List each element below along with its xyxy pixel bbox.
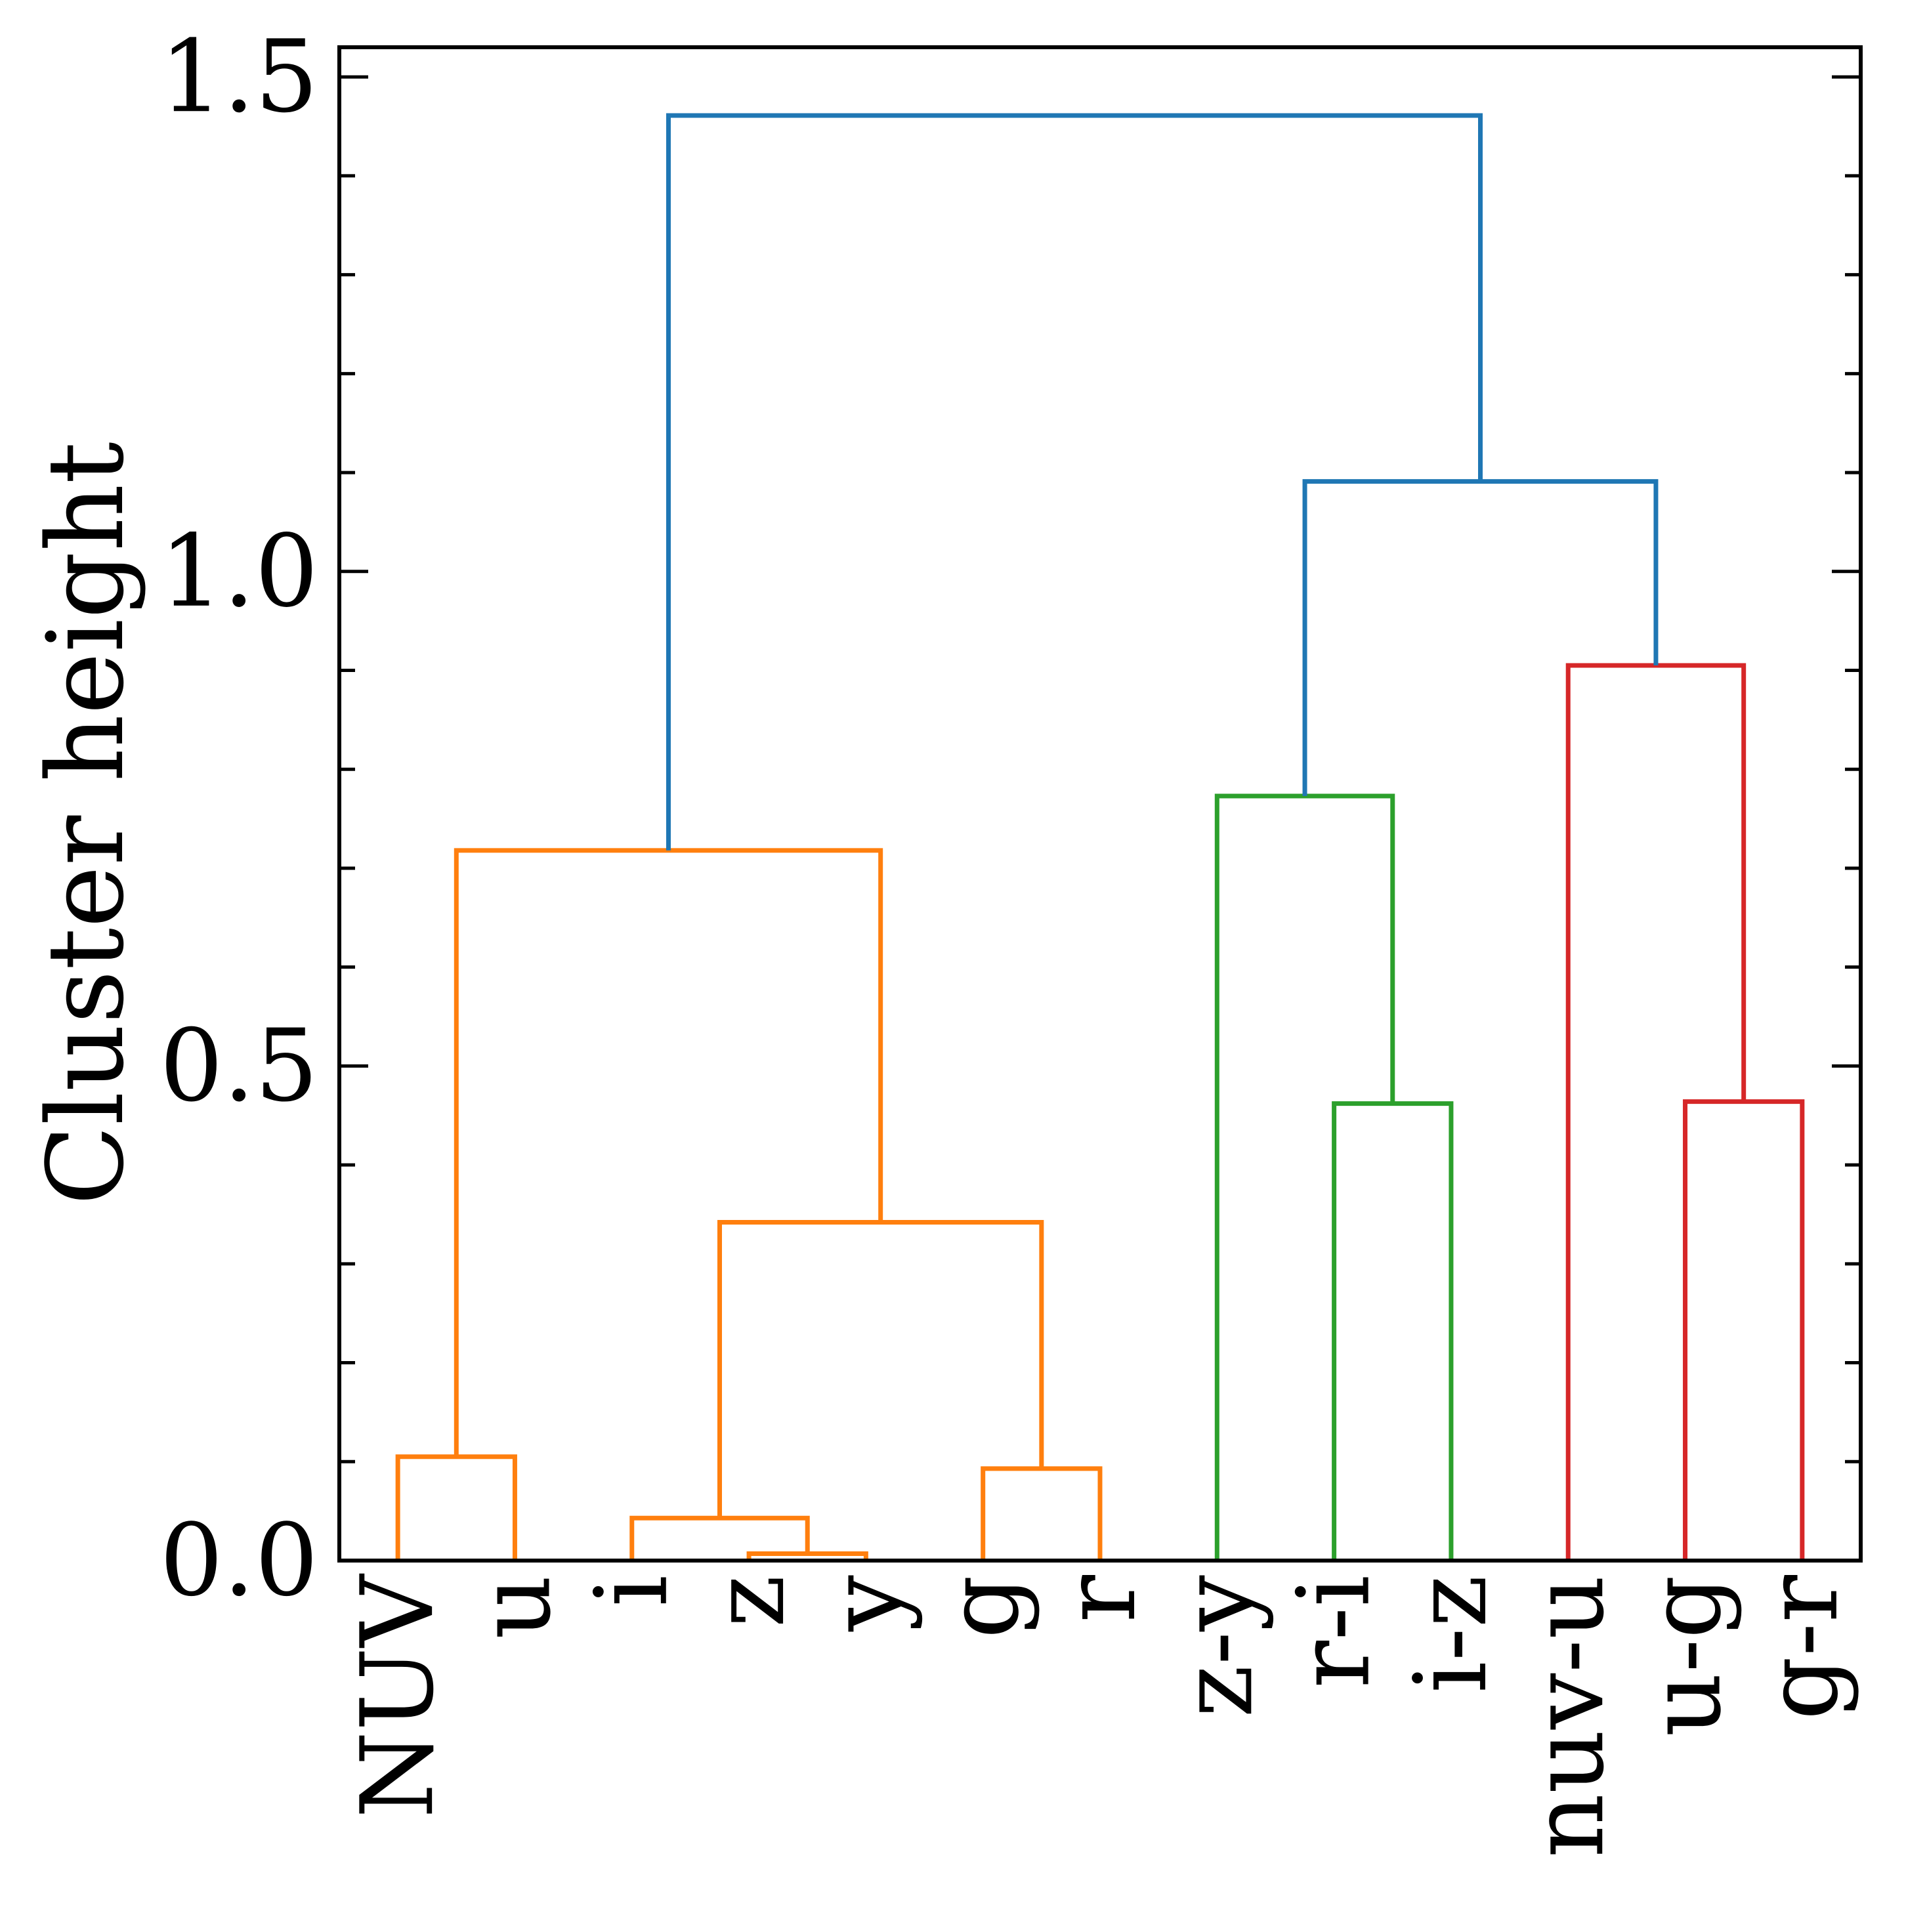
x-tick-label: y	[807, 1575, 923, 1632]
dendrogram-link-m8	[1214, 793, 1395, 1561]
y-tick-label: 0.5	[159, 1007, 318, 1124]
dendrogram-links	[395, 113, 1805, 1561]
x-tick-label: g-r	[1744, 1575, 1860, 1721]
dendrogram-link-m5	[717, 1220, 1044, 1519]
x-tick-label: g	[925, 1575, 1041, 1639]
x-tick-label: nuv-u	[1510, 1575, 1626, 1858]
x-tick-label: r-i	[1276, 1575, 1392, 1689]
y-axis-label: Cluster height	[24, 442, 147, 1206]
x-tick-label: u-g	[1627, 1575, 1743, 1737]
y-tick-labels: 0.0 0.5 1.0 1.5	[159, 18, 318, 1618]
dendrogram-link-m1	[395, 1454, 517, 1561]
x-tick-label: i	[574, 1575, 690, 1607]
dendrogram-link-m9	[1683, 1099, 1805, 1561]
x-tick-labels: NUV u i z y g r z-y r-i i-z nuv-u u-g g-r	[339, 1574, 1860, 1858]
x-tick-label: i-z	[1393, 1575, 1509, 1693]
y-tick-label: 0.0	[159, 1502, 318, 1618]
x-tick-label: u	[456, 1575, 572, 1639]
y-tick-label: 1.0	[159, 513, 318, 629]
x-tick-label: NUV	[339, 1574, 455, 1818]
dendrogram-link-m7	[1332, 1101, 1454, 1561]
y-axis-ticks	[339, 75, 1861, 1563]
x-tick-label: r	[1042, 1575, 1158, 1623]
dendrogram-link-m6	[454, 848, 883, 1457]
x-tick-label: z	[690, 1575, 807, 1628]
plot-frame	[337, 45, 1863, 1563]
y-tick-label: 1.5	[159, 18, 318, 135]
dendrogram-link-m11	[1302, 479, 1659, 796]
dendrogram-link-m10	[1565, 663, 1747, 1561]
dendrogram-link-m4	[981, 1466, 1103, 1561]
dendrogram-link-m12	[666, 113, 1483, 850]
x-tick-label: z-y	[1158, 1575, 1275, 1717]
dendrogram-link-m2	[746, 1551, 868, 1561]
